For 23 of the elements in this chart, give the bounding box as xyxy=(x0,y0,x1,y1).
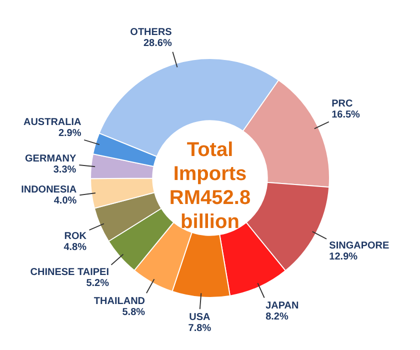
data-label: 8.2% xyxy=(266,311,288,322)
data-label: 28.6% xyxy=(143,38,172,50)
data-label: 7.8% xyxy=(188,323,212,334)
slice-label: AUSTRALIA xyxy=(23,117,82,128)
data-label: 12.9% xyxy=(329,251,358,262)
data-label: 2.9% xyxy=(58,128,82,140)
data-label: 3.3% xyxy=(53,164,76,176)
slice-label: ROK xyxy=(64,231,88,242)
data-label: 4.0% xyxy=(54,196,77,207)
data-label: 16.5% xyxy=(332,110,360,121)
slice-label: JAPAN xyxy=(266,300,299,312)
slice-label: CHINESE TAIPEI xyxy=(30,266,110,278)
slice-label: GERMANY xyxy=(25,154,76,165)
slice-label: THAILAND xyxy=(94,296,146,307)
slice-label: PRC xyxy=(332,98,353,110)
data-label: 5.2% xyxy=(86,278,110,289)
slice-label: USA xyxy=(189,312,210,324)
text: Total Imports RM452.8 billion xyxy=(168,138,252,234)
data-label: 4.8% xyxy=(64,242,87,254)
data-label: 5.8% xyxy=(122,306,146,318)
slice-label: OTHERS xyxy=(130,27,172,38)
slice-label: SINGAPORE xyxy=(329,240,390,252)
slice-label: INDONESIA xyxy=(21,184,77,196)
